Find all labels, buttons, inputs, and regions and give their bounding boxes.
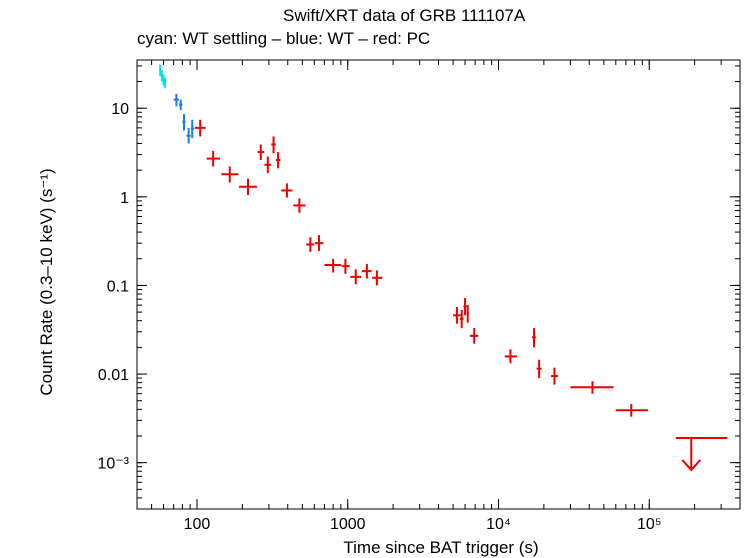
y-tick-label: 0.01 <box>98 367 129 384</box>
chart-subtitle: cyan: WT settling – blue: WT – red: PC <box>137 29 431 48</box>
data-point-pc <box>206 150 220 167</box>
data-point-pc <box>570 381 614 394</box>
data-point-pc <box>453 307 461 324</box>
data-point-pc <box>550 367 558 385</box>
data-point-pc <box>257 144 265 161</box>
data-point-pc <box>281 183 293 198</box>
data-point-pc <box>239 178 257 195</box>
data-point-pc <box>615 403 648 417</box>
data-point-wt <box>179 99 183 111</box>
x-tick-label: 10⁵ <box>637 516 661 533</box>
data-point-pc <box>324 258 342 273</box>
data-point-pc <box>293 198 306 213</box>
data-point-pc <box>221 166 239 183</box>
data-point-pc <box>463 298 467 316</box>
data-point-wt <box>182 114 186 131</box>
data-point-pc <box>350 269 362 285</box>
upper-limit-arrow <box>681 459 702 472</box>
data-point-pc <box>532 328 536 348</box>
data-point-wt-settling <box>164 77 167 88</box>
data-point-pc <box>361 263 372 279</box>
data-point-wt <box>186 127 191 144</box>
data-point-pc <box>314 235 324 251</box>
data-point-wt-settling <box>162 74 165 86</box>
data-point-pc <box>275 152 281 169</box>
data-point-pc <box>306 237 315 252</box>
y-tick-label: 10 <box>111 101 129 118</box>
x-tick-label: 100 <box>184 516 211 533</box>
data-point-pc <box>459 309 464 329</box>
data-point-wt <box>190 119 195 139</box>
y-tick-label: 0.1 <box>107 278 129 295</box>
data-point-pc <box>466 305 469 323</box>
x-tick-label: 1000 <box>330 516 366 533</box>
data-point-pc <box>264 156 272 174</box>
data-point-pc <box>194 119 206 137</box>
y-axis-label: Count Rate (0.3–10 keV) (s⁻¹) <box>37 168 56 395</box>
data-point-pc <box>469 328 479 344</box>
y-tick-label: 10⁻³ <box>97 456 129 473</box>
data-point-pc <box>271 136 276 154</box>
x-axis-label: Time since BAT trigger (s) <box>343 538 538 557</box>
chart-title: Swift/XRT data of GRB 111107A <box>283 6 526 25</box>
data-point-wt-settling <box>160 69 163 82</box>
upper-limit-pc <box>675 436 728 472</box>
data-point-pc <box>372 270 383 286</box>
y-tick-label: 1 <box>120 190 129 207</box>
x-tick-label: 10⁴ <box>486 516 511 533</box>
plot-frame <box>136 59 741 510</box>
data-point-pc <box>504 349 518 364</box>
data-point-pc <box>536 359 542 379</box>
data-point-pc <box>341 258 350 274</box>
data-point-wt <box>173 93 180 107</box>
